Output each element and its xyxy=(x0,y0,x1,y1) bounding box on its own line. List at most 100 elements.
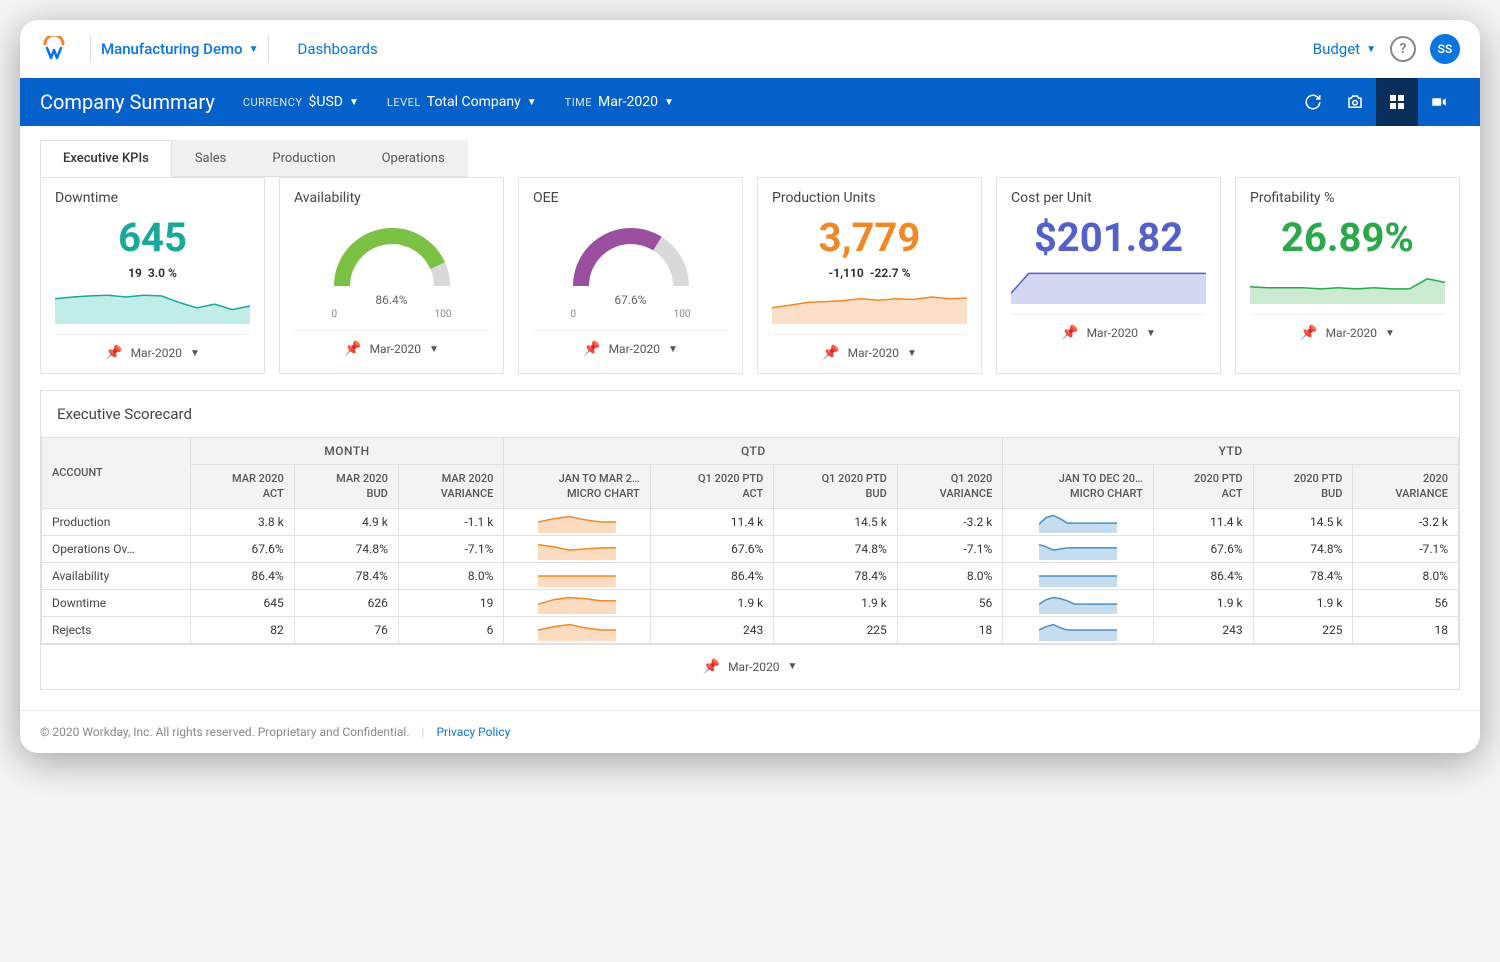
budget-dropdown[interactable]: Budget ▼ xyxy=(1313,40,1376,58)
table-row: Operations Ov…67.6%74.8%-7.1%67.6%74.8%-… xyxy=(42,535,1459,562)
tabs: Executive KPIsSalesProductionOperations xyxy=(20,126,1480,177)
budget-label: Budget xyxy=(1313,40,1360,58)
cell: 11.4 k xyxy=(650,508,774,535)
cell-account: Downtime xyxy=(42,589,191,616)
kpi-footer-dropdown[interactable]: 📌 Mar-2020 ▼ xyxy=(533,330,728,361)
refresh-icon[interactable] xyxy=(1292,78,1334,126)
kpi-footer-label: Mar-2020 xyxy=(1087,326,1138,340)
page-title: Company Summary xyxy=(40,90,215,114)
cell: 67.6% xyxy=(650,535,774,562)
table-row: Downtime645626191.9 k1.9 k561.9 k1.9 k56 xyxy=(42,589,1459,616)
filter-value: $USD xyxy=(309,94,343,110)
dashboards-link[interactable]: Dashboards xyxy=(297,40,377,58)
col-ytd-1: 2020 PTDACT xyxy=(1153,465,1253,509)
cell: 1.9 k xyxy=(1253,589,1353,616)
filter-label: LEVEL xyxy=(387,96,421,109)
cell-micro-ytd xyxy=(1003,589,1154,616)
cell: 4.9 k xyxy=(294,508,398,535)
chevron-down-icon: ▼ xyxy=(190,348,200,359)
cell: 225 xyxy=(1253,616,1353,643)
scorecard-footer-dropdown[interactable]: 📌 Mar-2020 ▼ xyxy=(41,644,1459,689)
gauge: 67.6% 0100 xyxy=(533,216,728,320)
kpi-value: 26.89% xyxy=(1250,216,1445,260)
cell: 14.5 k xyxy=(774,508,898,535)
tab-sales[interactable]: Sales xyxy=(172,140,250,177)
footer: © 2020 Workday, Inc. All rights reserved… xyxy=(20,710,1480,753)
kpi-footer-dropdown[interactable]: 📌 Mar-2020 ▼ xyxy=(1011,314,1206,345)
cell: 8.0% xyxy=(897,562,1003,589)
help-icon[interactable]: ? xyxy=(1390,36,1416,62)
app-window: Manufacturing Demo ▼ Dashboards Budget ▼… xyxy=(20,20,1480,753)
topbar-right: Budget ▼ ? SS xyxy=(1313,34,1460,64)
group-qtd: QTD xyxy=(504,438,1003,465)
privacy-policy-link[interactable]: Privacy Policy xyxy=(436,725,510,739)
kpi-footer-dropdown[interactable]: 📌 Mar-2020 ▼ xyxy=(772,334,967,365)
cell-micro-qtd xyxy=(504,535,650,562)
filter-time[interactable]: TIMEMar-2020▼ xyxy=(565,94,674,110)
cell: 243 xyxy=(1153,616,1253,643)
pin-icon: 📌 xyxy=(344,341,361,357)
cell: 8.0% xyxy=(398,562,504,589)
cell-micro-qtd xyxy=(504,616,650,643)
cell: 74.8% xyxy=(294,535,398,562)
kpi-footer-dropdown[interactable]: 📌 Mar-2020 ▼ xyxy=(55,334,250,365)
gauge-value-label: 86.4% xyxy=(375,293,407,307)
kpi-card-costperunit: Cost per Unit $201.82 📌 Mar-2020 ▼ xyxy=(996,177,1221,374)
filter-value: Mar-2020 xyxy=(598,94,658,110)
col-qtd-3: Q1 2020VARIANCE xyxy=(897,465,1003,509)
kpi-cards: Downtime 64519 3.0 % 📌 Mar-2020 ▼ Availa… xyxy=(20,177,1480,390)
cell: -1.1 k xyxy=(398,508,504,535)
demo-dropdown[interactable]: Manufacturing Demo ▼ xyxy=(101,40,258,58)
user-avatar[interactable]: SS xyxy=(1430,34,1460,64)
kpi-footer-dropdown[interactable]: 📌 Mar-2020 ▼ xyxy=(1250,314,1445,345)
cell-micro-qtd xyxy=(504,589,650,616)
kpi-subvalues: 19 3.0 % xyxy=(55,266,250,280)
tab-production[interactable]: Production xyxy=(249,140,358,177)
tab-executive-kpis[interactable]: Executive KPIs xyxy=(40,140,172,177)
gauge: 86.4% 0100 xyxy=(294,216,489,320)
chevron-down-icon: ▼ xyxy=(907,348,917,359)
cell: 14.5 k xyxy=(1253,508,1353,535)
kpi-footer-label: Mar-2020 xyxy=(848,346,899,360)
cell: 243 xyxy=(650,616,774,643)
cell: 74.8% xyxy=(774,535,898,562)
cell: 1.9 k xyxy=(774,589,898,616)
grid-view-icon[interactable] xyxy=(1376,78,1418,126)
filter-label: TIME xyxy=(565,96,592,109)
chevron-down-icon: ▼ xyxy=(249,44,259,55)
cell: -3.2 k xyxy=(1353,508,1459,535)
chevron-down-icon: ▼ xyxy=(349,97,359,108)
col-month-2: MAR 2020VARIANCE xyxy=(398,465,504,509)
cell: 78.4% xyxy=(774,562,898,589)
filter-level[interactable]: LEVELTotal Company▼ xyxy=(387,94,537,110)
cell-micro-qtd xyxy=(504,508,650,535)
cell-micro-qtd xyxy=(504,562,650,589)
filter-currency[interactable]: CURRENCY$USD▼ xyxy=(243,94,359,110)
cell: 1.9 k xyxy=(1153,589,1253,616)
kpi-title: Availability xyxy=(294,190,489,206)
scorecard-table: ACCOUNTMONTHQTDYTDMAR 2020ACTMAR 2020BUD… xyxy=(41,437,1459,644)
cell-account: Production xyxy=(42,508,191,535)
copyright-text: © 2020 Workday, Inc. All rights reserved… xyxy=(40,725,410,739)
filter-value: Total Company xyxy=(427,94,521,110)
kpi-footer-dropdown[interactable]: 📌 Mar-2020 ▼ xyxy=(294,330,489,361)
cell: 67.6% xyxy=(1153,535,1253,562)
cell-micro-ytd xyxy=(1003,616,1154,643)
camera-icon[interactable] xyxy=(1334,78,1376,126)
kpi-card-downtime: Downtime 64519 3.0 % 📌 Mar-2020 ▼ xyxy=(40,177,265,374)
kpi-footer-label: Mar-2020 xyxy=(1326,326,1377,340)
table-row: Production3.8 k4.9 k-1.1 k11.4 k14.5 k-3… xyxy=(42,508,1459,535)
kpi-title: OEE xyxy=(533,190,728,206)
separator xyxy=(268,36,269,62)
group-ytd: YTD xyxy=(1003,438,1459,465)
table-row: Availability86.4%78.4%8.0%86.4%78.4%8.0%… xyxy=(42,562,1459,589)
tab-operations[interactable]: Operations xyxy=(359,140,468,177)
pin-icon: 📌 xyxy=(583,341,600,357)
col-qtd-2: Q1 2020 PTDBUD xyxy=(774,465,898,509)
headerbar-actions xyxy=(1292,78,1460,126)
cell-micro-ytd xyxy=(1003,562,1154,589)
workday-logo[interactable] xyxy=(40,35,68,63)
cell: 56 xyxy=(1353,589,1459,616)
video-icon[interactable] xyxy=(1418,78,1460,126)
scorecard-footer-label: Mar-2020 xyxy=(728,660,779,674)
